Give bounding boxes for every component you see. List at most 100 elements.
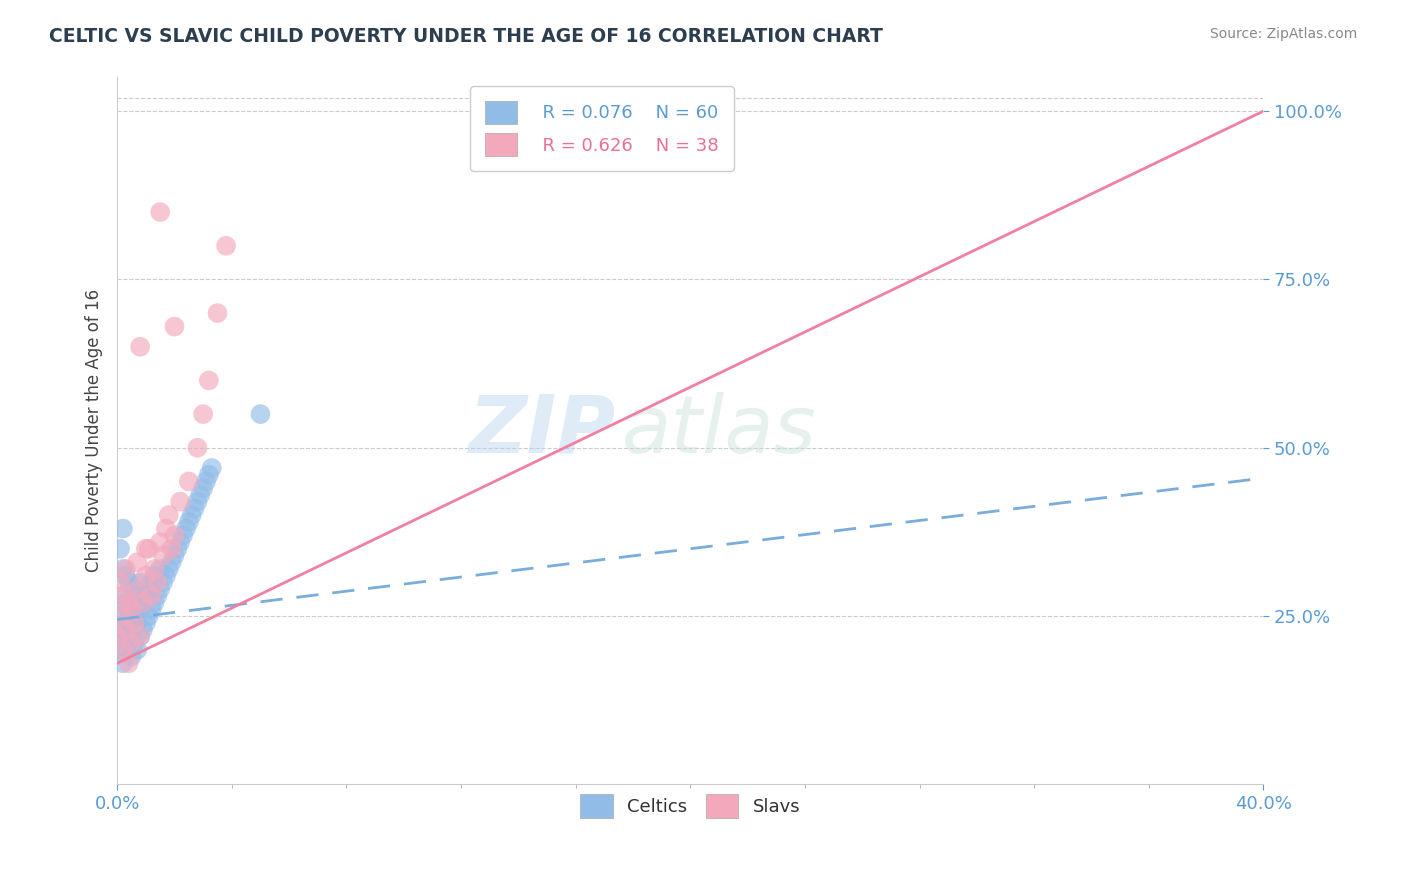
Point: [105, 629, 128, 643]
Point: [108, 609, 131, 624]
Legend: Celtics, Slavs: Celtics, Slavs: [574, 788, 807, 825]
Point: [183, 501, 205, 516]
Point: [121, 596, 143, 610]
Point: [111, 589, 134, 603]
Point: [198, 467, 221, 482]
Text: atlas: atlas: [621, 392, 817, 470]
Point: [138, 541, 160, 556]
Point: [141, 575, 163, 590]
Point: [146, 589, 169, 603]
Point: [141, 602, 163, 616]
Point: [129, 602, 152, 616]
Point: [118, 602, 141, 616]
Point: [124, 636, 146, 650]
Point: [129, 340, 152, 354]
Point: [135, 541, 157, 556]
Point: [249, 407, 271, 421]
Point: [132, 623, 155, 637]
Point: [108, 629, 131, 643]
Point: [114, 615, 136, 630]
Point: [127, 615, 149, 630]
Point: [135, 589, 157, 603]
Point: [118, 596, 141, 610]
Point: [188, 488, 211, 502]
Point: [111, 522, 134, 536]
Point: [118, 629, 141, 643]
Point: [177, 515, 200, 529]
Point: [160, 541, 183, 556]
Point: [118, 575, 141, 590]
Point: [132, 596, 155, 610]
Point: [149, 562, 172, 576]
Point: [157, 508, 180, 522]
Point: [149, 582, 172, 596]
Point: [186, 441, 208, 455]
Point: [177, 475, 200, 489]
Point: [143, 562, 166, 576]
Point: [143, 596, 166, 610]
Y-axis label: Child Poverty Under the Age of 16: Child Poverty Under the Age of 16: [86, 289, 103, 573]
Point: [111, 642, 134, 657]
Point: [141, 589, 163, 603]
Point: [108, 575, 131, 590]
Point: [121, 636, 143, 650]
Point: [124, 615, 146, 630]
Point: [127, 642, 149, 657]
Point: [152, 575, 174, 590]
Point: [157, 562, 180, 576]
Point: [166, 541, 188, 556]
Point: [129, 629, 152, 643]
Point: [114, 623, 136, 637]
Point: [207, 306, 229, 320]
Point: [174, 522, 197, 536]
Point: [169, 535, 191, 549]
Point: [172, 528, 194, 542]
Text: Source: ZipAtlas.com: Source: ZipAtlas.com: [1209, 27, 1357, 41]
Point: [191, 481, 214, 495]
Point: [129, 629, 152, 643]
Point: [146, 575, 169, 590]
Point: [105, 642, 128, 657]
Point: [129, 575, 152, 590]
Point: [155, 522, 177, 536]
Point: [111, 623, 134, 637]
Point: [118, 657, 141, 671]
Point: [135, 568, 157, 582]
Point: [191, 407, 214, 421]
Point: [127, 582, 149, 596]
Point: [195, 475, 218, 489]
Point: [160, 555, 183, 569]
Point: [127, 589, 149, 603]
Point: [149, 535, 172, 549]
Point: [198, 373, 221, 387]
Point: [114, 596, 136, 610]
Point: [155, 568, 177, 582]
Point: [121, 602, 143, 616]
Point: [163, 319, 186, 334]
Point: [180, 508, 202, 522]
Point: [111, 562, 134, 576]
Point: [215, 239, 238, 253]
Point: [114, 562, 136, 576]
Point: [138, 582, 160, 596]
Point: [111, 589, 134, 603]
Point: [143, 568, 166, 582]
Point: [111, 657, 134, 671]
Point: [163, 549, 186, 563]
Point: [138, 609, 160, 624]
Point: [121, 623, 143, 637]
Point: [114, 568, 136, 582]
Point: [108, 541, 131, 556]
Point: [132, 596, 155, 610]
Point: [163, 528, 186, 542]
Text: CELTIC VS SLAVIC CHILD POVERTY UNDER THE AGE OF 16 CORRELATION CHART: CELTIC VS SLAVIC CHILD POVERTY UNDER THE…: [49, 27, 883, 45]
Point: [152, 549, 174, 563]
Point: [149, 205, 172, 219]
Text: ZIP: ZIP: [468, 392, 616, 470]
Point: [124, 609, 146, 624]
Point: [121, 649, 143, 664]
Point: [186, 494, 208, 508]
Point: [114, 642, 136, 657]
Point: [108, 609, 131, 624]
Point: [135, 615, 157, 630]
